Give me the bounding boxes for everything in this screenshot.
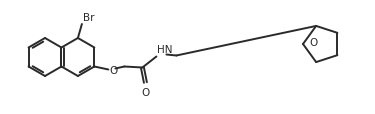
Text: Br: Br: [83, 13, 94, 23]
Text: O: O: [110, 65, 118, 75]
Text: O: O: [141, 88, 150, 98]
Text: O: O: [309, 38, 317, 48]
Text: HN: HN: [158, 44, 173, 54]
